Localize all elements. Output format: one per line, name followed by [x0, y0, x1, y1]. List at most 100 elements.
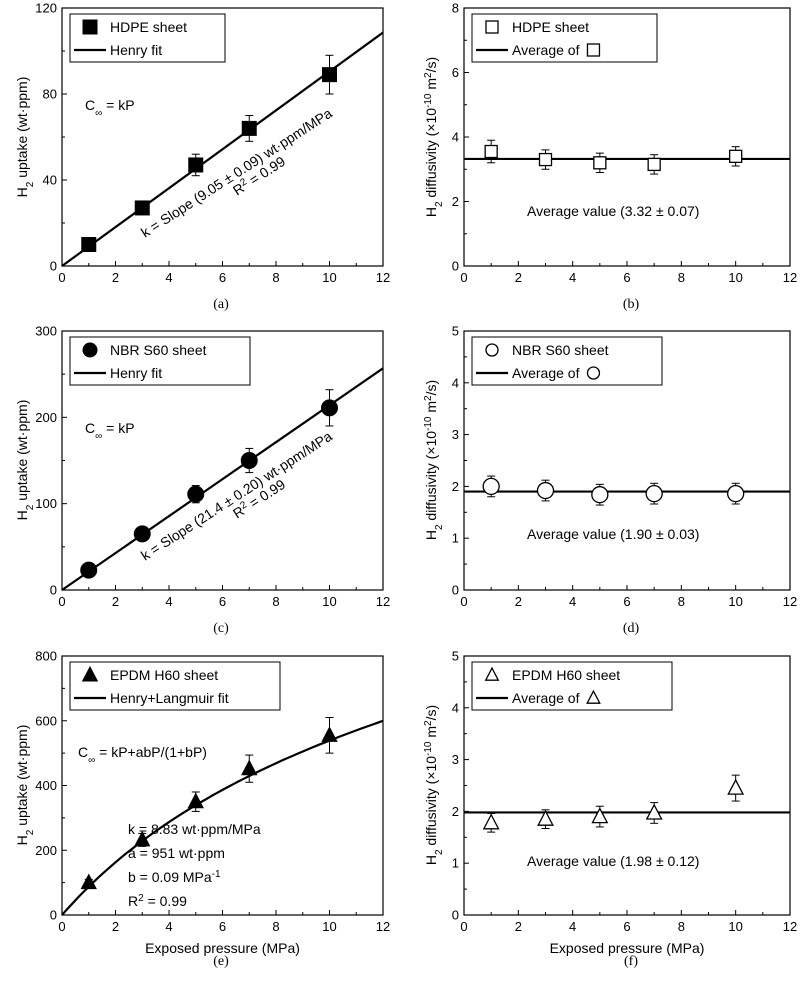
x-tick-label: 0	[58, 919, 65, 934]
panel-label: (a)	[213, 297, 229, 312]
panel-e: 0 2 4 6 8 10 12 0 200 400 600 800 H2 uptake (wt·ppm)…	[14, 649, 390, 970]
y-tick-label: 3	[452, 427, 459, 442]
data-point	[482, 813, 500, 830]
panel-label: (d)	[623, 621, 640, 636]
x-tick-label: 0	[460, 270, 467, 285]
data-point	[538, 152, 553, 167]
x-tick-label: 0	[460, 594, 467, 609]
data-point	[645, 803, 663, 820]
data-point	[537, 809, 554, 826]
x-tick-label: 0	[460, 919, 467, 934]
y-tick-label: 3	[452, 752, 459, 767]
data-point	[134, 830, 151, 847]
data-point	[484, 144, 498, 159]
y-tick-label: 1	[452, 531, 459, 546]
x-tick-label: 4	[165, 594, 172, 609]
y-tick-label: 5	[452, 649, 459, 664]
y-tick-label: 1	[452, 856, 459, 871]
legend-line-label: Average of	[512, 365, 580, 381]
y-tick-label: 2	[452, 804, 459, 819]
x-tick-label: 10	[322, 270, 336, 285]
x-tick-label: 2	[515, 594, 522, 609]
legend-inline-marker	[586, 43, 601, 57]
x-tick-label: 4	[569, 919, 576, 934]
legend: EPDM H60 sheet Henry+Langmuir fit	[69, 661, 281, 711]
x-tick-label: 8	[272, 270, 279, 285]
x-tick-label: 6	[623, 594, 630, 609]
panel-label: (e)	[213, 954, 229, 969]
legend-marker	[485, 20, 499, 34]
a-label: a = 951 wt·ppm	[128, 845, 225, 861]
y-tick-label: 2	[452, 194, 459, 209]
data-point	[133, 525, 151, 543]
x-tick-label: 4	[165, 919, 172, 934]
legend-marker	[82, 342, 98, 358]
annotations: Average value (1.98 ± 0.12)	[527, 853, 699, 869]
y-axis-label: H2 uptake (wt·ppm)	[14, 77, 36, 198]
legend-marker	[484, 666, 500, 681]
y-tick-label: 0	[50, 583, 57, 598]
x-tick-label: 4	[165, 270, 172, 285]
x-tick-label: 12	[783, 594, 797, 609]
x-tick-label: 8	[678, 594, 685, 609]
y-tick-label: 40	[43, 173, 57, 188]
data-point	[80, 873, 97, 890]
x-tick-label: 0	[58, 270, 65, 285]
legend-marker-label: HDPE sheet	[110, 19, 187, 35]
legend-line-label: Henry fit	[110, 42, 162, 58]
x-tick-label: 2	[112, 594, 119, 609]
x-tick-label: 8	[272, 594, 279, 609]
annotations: C∞ = kPk = Slope (21.4 ± 0.20) wt·ppm/MP…	[85, 420, 335, 564]
x-tick-label: 12	[783, 919, 797, 934]
x-tick-label: 8	[678, 919, 685, 934]
x-tick-label: 8	[678, 270, 685, 285]
data-point	[321, 399, 338, 417]
legend-marker-label: NBR S60 sheet	[110, 342, 207, 358]
x-tick-label: 10	[728, 919, 742, 934]
x-tick-label: 4	[569, 270, 576, 285]
y-tick-label: 80	[43, 87, 57, 102]
legend-line-label: Henry fit	[110, 365, 162, 381]
x-tick-label: 6	[219, 919, 226, 934]
x-tick-label: 0	[58, 594, 65, 609]
data-point	[591, 807, 609, 824]
x-tick-label: 12	[376, 270, 390, 285]
y-tick-label: 5	[452, 324, 459, 339]
y-tick-label: 0	[452, 908, 459, 923]
x-tick-label: 2	[112, 919, 119, 934]
y-tick-label: 300	[35, 324, 57, 339]
data-point	[80, 561, 98, 579]
x-tick-label: 2	[112, 270, 119, 285]
x-tick-label: 4	[569, 594, 576, 609]
data-point	[593, 156, 607, 170]
x-axis-label: Exposed pressure (MPa)	[145, 940, 300, 956]
annotations: Average value (3.32 ± 0.07)	[527, 203, 699, 219]
data-point	[727, 485, 745, 503]
average-value-label: Average value (3.32 ± 0.07)	[527, 203, 699, 219]
legend-marker-label: EPDM H60 sheet	[110, 667, 218, 683]
average-value-label: Average value (1.90 ± 0.03)	[527, 526, 699, 542]
annotations: Average value (1.90 ± 0.03)	[527, 526, 699, 542]
data-point	[729, 149, 743, 164]
y-axis-label: H2 diffusivity (×10-10 m2/s)	[423, 380, 445, 540]
equation-label: C∞ = kP+abP/(1+bP)	[78, 744, 207, 766]
x-tick-label: 6	[623, 919, 630, 934]
b-label: b = 0.09 MPa-1	[128, 869, 221, 886]
data-point	[240, 452, 258, 469]
x-tick-label: 6	[623, 270, 630, 285]
y-tick-label: 4	[452, 375, 459, 390]
legend-marker-label: HDPE sheet	[512, 19, 589, 35]
x-axis-label: Exposed pressure (MPa)	[550, 940, 705, 956]
annotations: C∞ = kPk = Slope (9.05 ± 0.09) wt·ppm/MP…	[85, 97, 335, 241]
x-tick-label: 10	[322, 919, 336, 934]
panel-c: 0 2 4 6 8 10 12 0 100 200 300 H2 uptake (wt·ppm) (c)…	[14, 324, 390, 637]
x-tick-label: 2	[515, 270, 522, 285]
y-tick-label: 4	[452, 130, 459, 145]
legend: NBR S60 sheet Henry fit	[69, 336, 251, 386]
y-axis-label: H2 diffusivity (×10-10 m2/s)	[423, 57, 445, 217]
data-point	[591, 486, 609, 504]
legend: NBR S60 sheet Average of	[471, 336, 663, 386]
x-tick-label: 2	[515, 919, 522, 934]
